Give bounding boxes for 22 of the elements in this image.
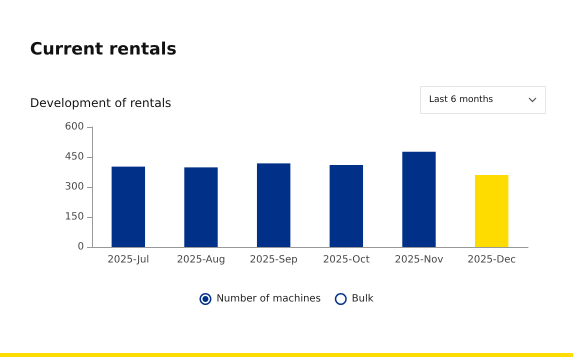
y-tick-label: 150 [64, 212, 84, 222]
y-tick-label: 450 [64, 152, 84, 162]
x-tick-label: 2025-Sep [250, 254, 298, 266]
bar [330, 165, 364, 247]
x-tick-label: 2025-Nov [394, 254, 444, 266]
x-tick-label: 2025-Aug [176, 254, 226, 266]
y-tick-label: 0 [78, 242, 84, 252]
legend-label: Number of machines [216, 294, 321, 304]
x-tick-label: 2025-Oct [323, 254, 370, 266]
legend-label: Bulk [352, 294, 374, 304]
bar [256, 163, 290, 247]
bar [112, 166, 146, 247]
y-tick-label: 600 [64, 122, 84, 132]
bar [184, 167, 218, 247]
y-tick-label: 300 [64, 182, 84, 192]
x-tick-label: 2025-Jul [107, 254, 150, 266]
x-tick-label: 2025-Dec [467, 254, 516, 266]
chart-subtitle: Development of rentals [30, 96, 172, 110]
period-dropdown: Last 6 months [420, 86, 546, 114]
bar [474, 175, 508, 247]
chart-title: Current rentals [30, 40, 177, 60]
bar [402, 152, 436, 247]
